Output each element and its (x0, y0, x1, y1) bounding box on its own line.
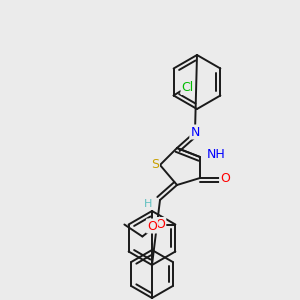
Text: N: N (190, 125, 200, 139)
Text: H: H (144, 199, 152, 209)
Text: Cl: Cl (182, 81, 194, 94)
Text: O: O (155, 218, 165, 231)
Text: O: O (147, 220, 157, 232)
Text: S: S (151, 158, 159, 172)
Text: NH: NH (207, 148, 226, 160)
Text: O: O (220, 172, 230, 184)
